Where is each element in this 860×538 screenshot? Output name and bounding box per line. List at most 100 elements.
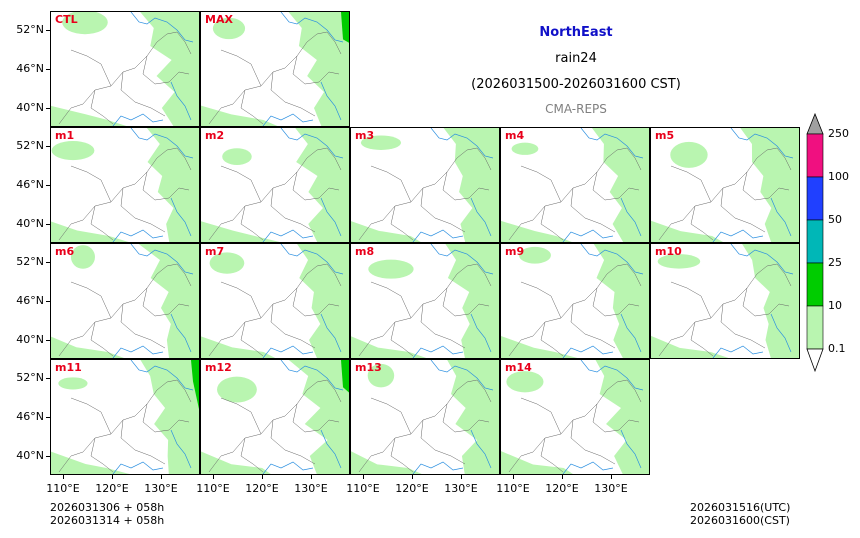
- colorbar-label-0-1: 0.1: [828, 342, 846, 355]
- lat-tick-mark: [46, 30, 50, 31]
- valid-time-cst: 2026031600(CST): [690, 514, 790, 527]
- colorbar-bin-50: [806, 219, 824, 264]
- lon-tick-mark: [363, 475, 364, 479]
- rain-shading-south: [351, 336, 427, 358]
- colorbar-bin-10: [806, 305, 824, 350]
- forecast-panel-m2: m2: [200, 127, 350, 243]
- rain-shading-moderate: [191, 360, 199, 410]
- panel-label: m12: [205, 361, 232, 374]
- precip-map: [51, 360, 199, 474]
- forecast-panel-m14: m14: [500, 359, 650, 475]
- colorbar: [806, 112, 824, 373]
- panel-label: m5: [655, 129, 675, 142]
- lat-tick-label: 52°N: [16, 255, 44, 268]
- init-time-line-2: 2026031314 + 058h: [50, 514, 165, 527]
- lon-tick-label: 130°E: [444, 482, 478, 495]
- border-lines: [508, 147, 642, 241]
- lon-tick-mark: [112, 475, 113, 479]
- lon-tick-mark: [213, 475, 214, 479]
- forecast-panel-ctl: CTL: [50, 11, 200, 127]
- rain-shading-south: [201, 221, 280, 242]
- lat-tick-mark: [46, 185, 50, 186]
- rain-shading-east: [595, 360, 649, 474]
- precip-map: [501, 244, 649, 358]
- rivers-coast: [712, 128, 794, 242]
- lon-tick-mark: [412, 475, 413, 479]
- forecast-panel-m9: m9: [500, 243, 650, 359]
- colorbar-bin-100: [806, 176, 824, 221]
- init-time-block: 2026031306 + 058h 2026031314 + 058h: [50, 501, 164, 527]
- lon-tick-label: 120°E: [95, 482, 129, 495]
- valid-time-utc: 2026031516(UTC): [690, 501, 791, 514]
- lon-tick-label: 120°E: [245, 482, 279, 495]
- rain-shading-moderate: [341, 12, 349, 43]
- panel-label: m2: [205, 129, 225, 142]
- precip-map: [51, 12, 199, 126]
- rivers-coast: [262, 12, 344, 126]
- lon-tick-mark: [311, 475, 312, 479]
- model-title: CMA-REPS: [545, 102, 607, 116]
- precip-map: [351, 360, 499, 474]
- rain-blob: [217, 376, 257, 403]
- lat-tick-mark: [46, 340, 50, 341]
- rain-shading-east: [447, 360, 499, 474]
- rain-shading-east: [297, 244, 349, 358]
- lat-tick-mark: [46, 301, 50, 302]
- lat-tick-label: 46°N: [16, 178, 44, 191]
- rivers-coast: [262, 244, 344, 358]
- lat-tick-label: 46°N: [16, 294, 44, 307]
- lon-tick-mark: [161, 475, 162, 479]
- lat-tick-label: 52°N: [16, 23, 44, 36]
- lat-tick-mark: [46, 108, 50, 109]
- precip-map: [651, 244, 799, 358]
- lat-tick-mark: [46, 146, 50, 147]
- colorbar-label-50: 50: [828, 213, 842, 226]
- rivers-coast: [112, 360, 194, 474]
- lon-tick-label: 110°E: [196, 482, 230, 495]
- lat-tick-mark: [46, 262, 50, 263]
- border-lines: [358, 263, 492, 357]
- forecast-panel-m4: m4: [500, 127, 650, 243]
- rain-shading-south: [501, 336, 578, 358]
- rivers-coast: [262, 360, 344, 474]
- lat-tick-label: 40°N: [16, 217, 44, 230]
- border-lines: [208, 379, 342, 473]
- rain-shading-east: [146, 128, 199, 242]
- lon-tick-label: 110°E: [496, 482, 530, 495]
- forecast-panel-m6: m6: [50, 243, 200, 359]
- rain-shading-east: [742, 244, 799, 358]
- border-lines: [508, 379, 642, 473]
- rain-shading-south: [201, 336, 276, 358]
- rain-blob: [209, 252, 245, 274]
- border-lines: [658, 263, 792, 357]
- rain-shading-east: [445, 244, 499, 358]
- colorbar-label-10: 10: [828, 299, 842, 312]
- rain-shading-south: [51, 221, 129, 242]
- rain-shading-south: [201, 451, 271, 474]
- lat-tick-label: 46°N: [16, 410, 44, 423]
- rivers-coast: [112, 12, 194, 126]
- border-lines: [208, 31, 342, 125]
- rain-shading-east: [288, 360, 349, 474]
- panel-label: m3: [355, 129, 375, 142]
- colorbar-extend-bottom: [806, 348, 824, 373]
- border-lines: [208, 263, 342, 357]
- rain-shading-east: [295, 128, 349, 242]
- border-lines: [58, 263, 192, 357]
- rain-blob: [360, 135, 402, 150]
- rivers-coast: [562, 244, 644, 358]
- precip-map: [201, 360, 349, 474]
- panel-label: CTL: [55, 13, 78, 26]
- lat-tick-mark: [46, 378, 50, 379]
- rain-blob: [518, 246, 551, 264]
- border-lines: [58, 147, 192, 241]
- lon-tick-mark: [611, 475, 612, 479]
- rivers-coast: [112, 244, 194, 358]
- rain-shading-east: [593, 244, 649, 358]
- lon-tick-label: 110°E: [346, 482, 380, 495]
- forecast-panel-m12: m12: [200, 359, 350, 475]
- lon-tick-label: 130°E: [144, 482, 178, 495]
- rain-shading-south: [51, 105, 127, 126]
- panel-label: m4: [505, 129, 525, 142]
